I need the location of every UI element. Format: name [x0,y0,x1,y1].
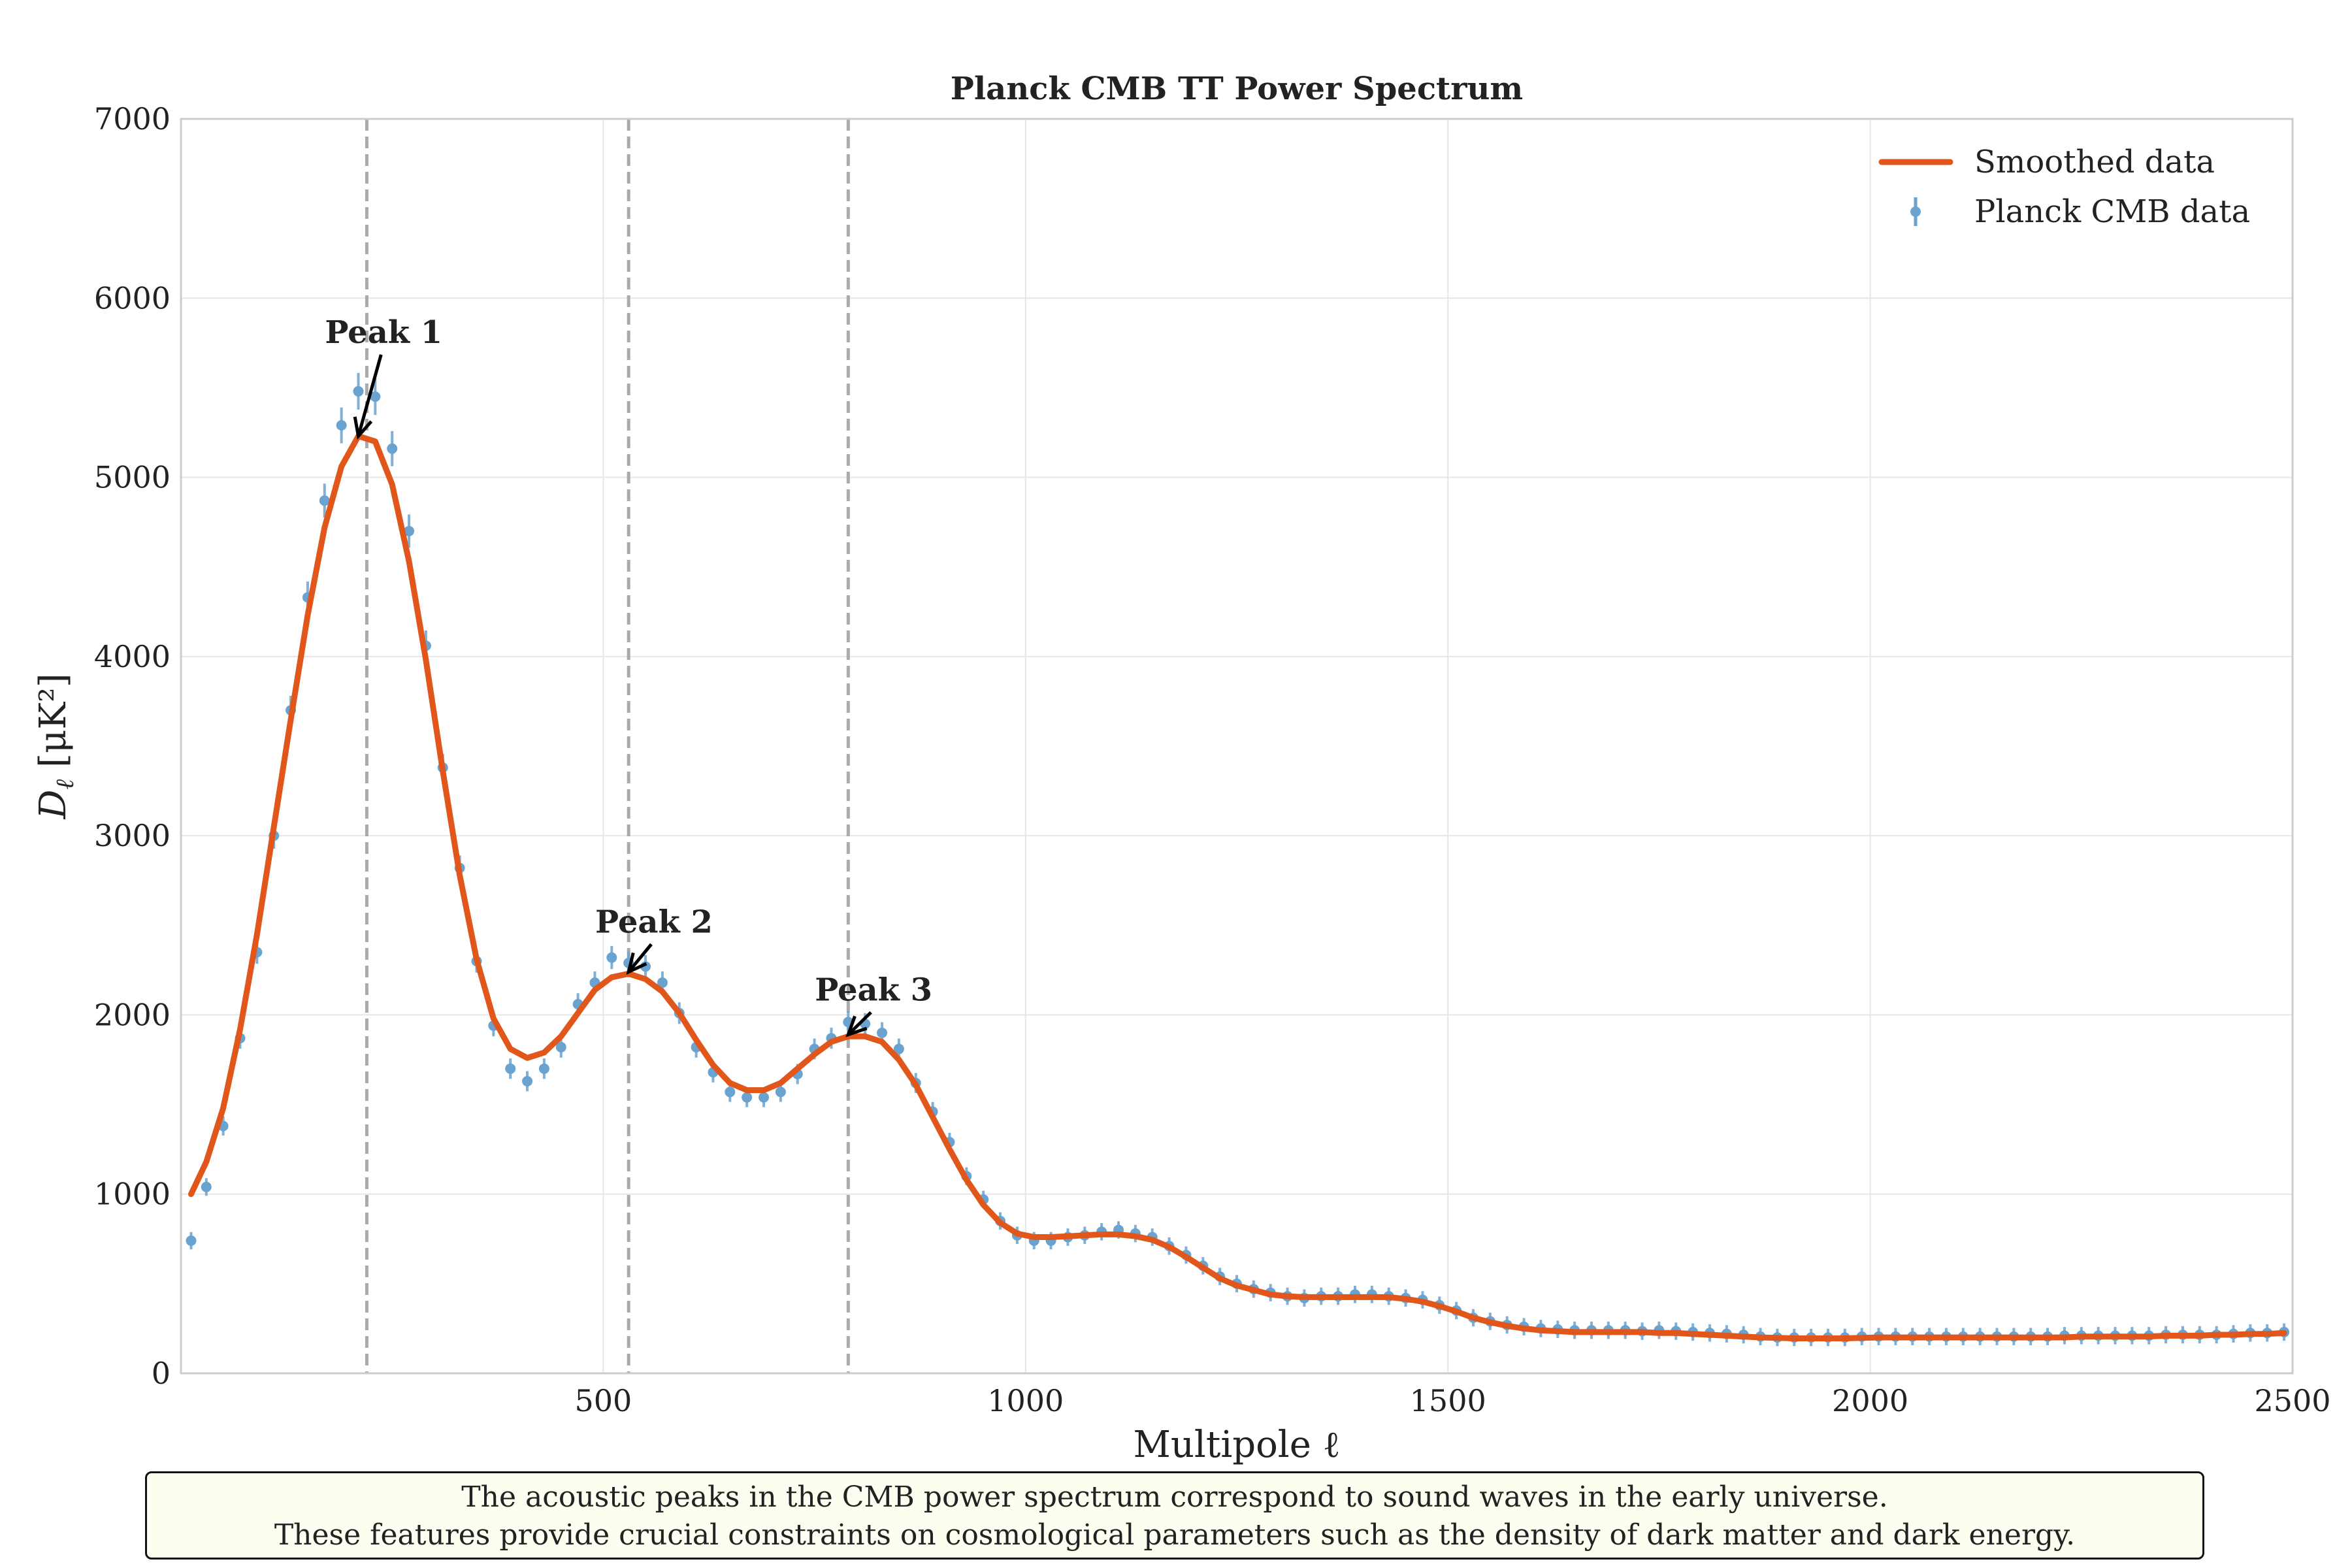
data-point-marker [319,495,330,506]
legend-label-smoothed: Smoothed data [1974,144,2215,180]
y-tick-label: 6000 [94,280,171,316]
y-tick-labels: 0 1000 2000 3000 4000 5000 6000 7000 [94,101,171,1391]
data-point [522,1071,533,1092]
x-tick-label: 2500 [2254,1383,2330,1418]
data-point-marker [404,525,415,536]
y-tick-label: 3000 [94,818,171,853]
data-point-marker [370,391,381,402]
x-tick-labels: 500 1000 1500 2000 2500 [574,1383,2330,1418]
x-tick-label: 1000 [987,1383,1064,1418]
data-point-marker [759,1092,770,1103]
grid-lines [181,118,2293,1374]
data-point [404,514,415,548]
data-point [370,378,381,416]
caption-box: The acoustic peaks in the CMB power spec… [145,1471,2204,1560]
data-point-marker [186,1235,197,1247]
data-point-marker [606,952,617,963]
x-axis-label: Multipole ℓ [1134,1424,1341,1466]
x-tick-label: 1500 [1410,1383,1486,1418]
data-point-marker [775,1086,786,1098]
legend-label-data: Planck CMB data [1974,193,2250,230]
chart-title: Planck CMB TT Power Spectrum [951,71,1523,107]
plot-frame [180,118,2294,1375]
caption-line-1: The acoustic peaks in the CMB power spec… [461,1480,1888,1514]
data-point-marker [893,1043,904,1054]
y-axis-label-units: [μK²] [32,673,74,767]
data-point [505,1058,516,1079]
y-tick-label: 5000 [94,460,171,495]
peak-annotation-label: Peak 2 [595,904,713,940]
data-point-marker [877,1027,888,1038]
data-point [606,946,617,970]
peak-annotation-arrow [847,1011,872,1036]
data-point [186,1232,197,1250]
data-point-marker [742,1092,753,1103]
legend: Smoothed data Planck CMB data [1878,144,2250,230]
data-point-marker [336,420,347,431]
legend-point-swatch [1910,206,1921,217]
y-tick-label: 2000 [94,997,171,1032]
data-point-marker [201,1181,212,1192]
y-axis-label: Dℓ [μK²] [32,673,79,819]
planck-data-points [186,372,2290,1347]
data-point [353,372,364,410]
peak-reference-lines [365,119,850,1373]
data-point-marker [387,443,398,454]
peak-annotation-arrowhead [353,416,373,440]
data-point-marker [353,385,364,397]
peak-annotation-label: Peak 1 [325,314,442,351]
data-point-marker [555,1041,566,1053]
data-point [387,431,398,466]
data-point [319,483,330,518]
peak-annotation-label: Peak 3 [815,972,932,1008]
y-tick-label: 4000 [94,639,171,674]
data-point-marker [657,977,668,988]
y-tick-label: 0 [152,1356,171,1391]
caption-line-2: These features provide crucial constrain… [274,1518,2076,1552]
peak-annotation-arrowhead [845,1015,868,1037]
data-point [538,1058,549,1079]
data-point [336,407,347,444]
data-point-marker [538,1063,549,1074]
svg-text:Dℓ[μK²]: Dℓ [μK²] [32,673,79,819]
data-point-marker [522,1075,533,1086]
peak-annotations: Peak 1 Peak 2 Peak 3 [325,314,932,1037]
data-point-marker [505,1063,516,1074]
peak-annotation-arrow [627,943,653,973]
y-axis-label-symbol: D [32,790,74,820]
peak-annotation-arrowhead [626,952,647,975]
smoothed-data-line [188,433,2287,1341]
x-tick-label: 500 [574,1383,632,1418]
peak-annotation-arrow [357,354,383,437]
data-point [201,1178,212,1196]
y-tick-label: 1000 [94,1177,171,1212]
data-point-marker [725,1086,736,1098]
y-tick-label: 7000 [94,101,171,137]
x-tick-label: 2000 [1832,1383,1908,1418]
y-axis-label-subscript: ℓ [50,779,79,790]
